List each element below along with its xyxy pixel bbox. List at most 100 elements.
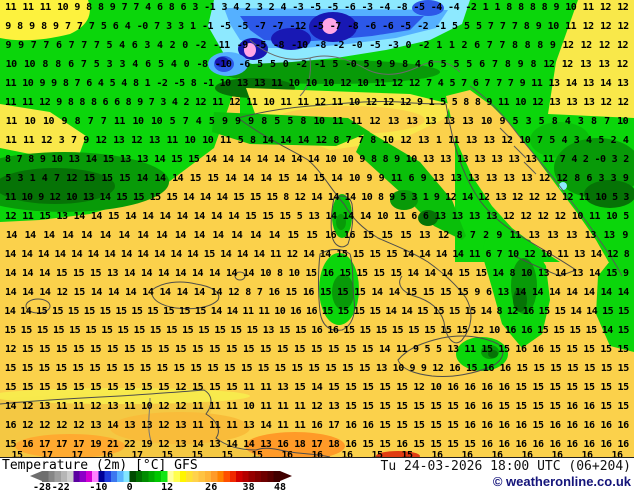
temperature-value: 15 (617, 344, 629, 355)
temperature-value: 9 (38, 192, 44, 203)
temperature-value: 15 (192, 382, 204, 393)
temperature-value: 7 (64, 21, 71, 32)
temperature-value: 9 (61, 116, 68, 127)
temperature-value: 12 (617, 21, 630, 32)
temperature-value: 15 (396, 420, 408, 431)
temperature-value: 12 (158, 401, 170, 412)
temperature-value: 10 (519, 135, 531, 146)
temperature-value: 7 (469, 230, 476, 241)
temperature-value: 7 (484, 78, 491, 89)
temperature-value: 14 (174, 230, 187, 241)
temperature-value: 15 (537, 325, 549, 336)
temperature-value: 7 (74, 78, 81, 89)
temperature-value: 13 (262, 325, 275, 336)
temperature-value: 15 (149, 325, 162, 336)
temperature-value: 13 (419, 230, 431, 241)
temperature-value: 14 (303, 249, 315, 260)
temperature-value: 12 (616, 40, 629, 51)
temperature-value: 1 (435, 135, 442, 146)
temperature-value: 6 (86, 78, 92, 89)
temperature-value: 15 (139, 363, 152, 374)
temperature-value: 7 (461, 78, 467, 89)
temperature-value: 15 (149, 192, 162, 203)
temperature-value: 16 (583, 401, 596, 412)
temperature-value: 5 (464, 21, 470, 32)
temperature-value: 16 (482, 363, 495, 374)
temperature-value: 12 (617, 2, 629, 13)
temperature-value: 9 (622, 173, 629, 184)
temperature-value: 11 (23, 135, 35, 146)
temperature-value: 7 (53, 173, 60, 184)
temperature-value: 5 (106, 40, 113, 51)
temperature-value: 9 (417, 97, 423, 108)
temperature-value: 14 (159, 211, 171, 222)
temperature-value: 14 (590, 249, 603, 260)
temperature-value: 19 (141, 439, 153, 450)
temperature-value: 15 (336, 249, 348, 260)
temperature-value: 10 (480, 116, 493, 127)
temperature-value: 15 (464, 439, 476, 450)
temperature-value: 15 (52, 325, 65, 336)
temperature-value: 16 (532, 439, 544, 450)
temperature-value: 8 (456, 230, 463, 241)
temperature-value: 15 (532, 401, 544, 412)
temperature-value: 10 (202, 135, 214, 146)
temperature-row: 15 15 15 15 15 15 15 15 15 15 15 15 15 15 15 15 15 15 15 15… (2, 364, 632, 374)
temperature-value: 7 (426, 78, 432, 89)
temperature-value: 13 (584, 230, 597, 241)
temperature-value: 12 (158, 420, 170, 431)
temperature-value: -6 (344, 2, 356, 13)
temperature-value: 13 (566, 97, 578, 108)
temperature-value: 14 (4, 268, 17, 279)
temperature-value: 14 (118, 230, 131, 241)
temperature-value: 14 (107, 420, 119, 431)
temperature-value: 11 (294, 420, 306, 431)
temperature-value: 16 (581, 450, 593, 458)
temperature-value: 11 (243, 382, 255, 393)
temperature-value: 15 (456, 325, 468, 336)
temperature-value: 15 (448, 306, 461, 317)
temperature-value: 8 (504, 59, 511, 70)
temperature-value: 16 (481, 382, 493, 393)
temperature-value: 4 (280, 2, 286, 13)
temperature-value: 11 (258, 306, 270, 317)
temperature-value: 15 (379, 382, 391, 393)
temperature-value: 12 (511, 192, 524, 203)
temperature-value: 14 (140, 268, 153, 279)
temperature-value: 14 (243, 439, 255, 450)
temperature-value: 16 (499, 363, 512, 374)
temperature-value: 14 (5, 230, 18, 241)
temperature-value: -2 (194, 40, 207, 51)
temperature-value: 16 (447, 382, 459, 393)
temperature-value: 11 (5, 78, 17, 89)
temperature-value: 12 (56, 420, 68, 431)
temperature-value: 5 (5, 173, 11, 184)
temperature-value: 18 (294, 439, 306, 450)
temperature-value: 10 (66, 192, 78, 203)
temperature-value: 11 (226, 420, 238, 431)
temperature-value: 12 (408, 78, 421, 89)
temperature-value: 12 (365, 97, 378, 108)
temperature-value: 15 (133, 325, 146, 336)
temperature-value: 9 (535, 21, 542, 32)
temperature-value: 12 (369, 116, 381, 127)
temperature-value: 7 (507, 78, 514, 89)
temperature-value: 12 (478, 192, 491, 203)
temperature-value: 15 (230, 325, 243, 336)
temperature-value: 11 (582, 2, 595, 13)
temperature-value: 9 (18, 40, 24, 51)
temperature-value: 16 (617, 420, 630, 431)
temperature-value: -0 (345, 59, 357, 70)
temperature-value: 11 (332, 116, 344, 127)
temperature-value: 8 (250, 135, 256, 146)
temperature-value: 13 (525, 154, 538, 165)
temperature-value: -5 (309, 2, 322, 13)
temperature-value: 2 (268, 2, 275, 13)
temperature-value: 11 (350, 116, 363, 127)
temperature-value: 15 (106, 363, 118, 374)
temperature-value: 10 (322, 78, 335, 89)
legend-tick: -10 (89, 482, 108, 490)
temperature-value: 10 (342, 154, 354, 165)
temperature-value: 15 (207, 363, 219, 374)
temperature-value: 14 (125, 211, 137, 222)
